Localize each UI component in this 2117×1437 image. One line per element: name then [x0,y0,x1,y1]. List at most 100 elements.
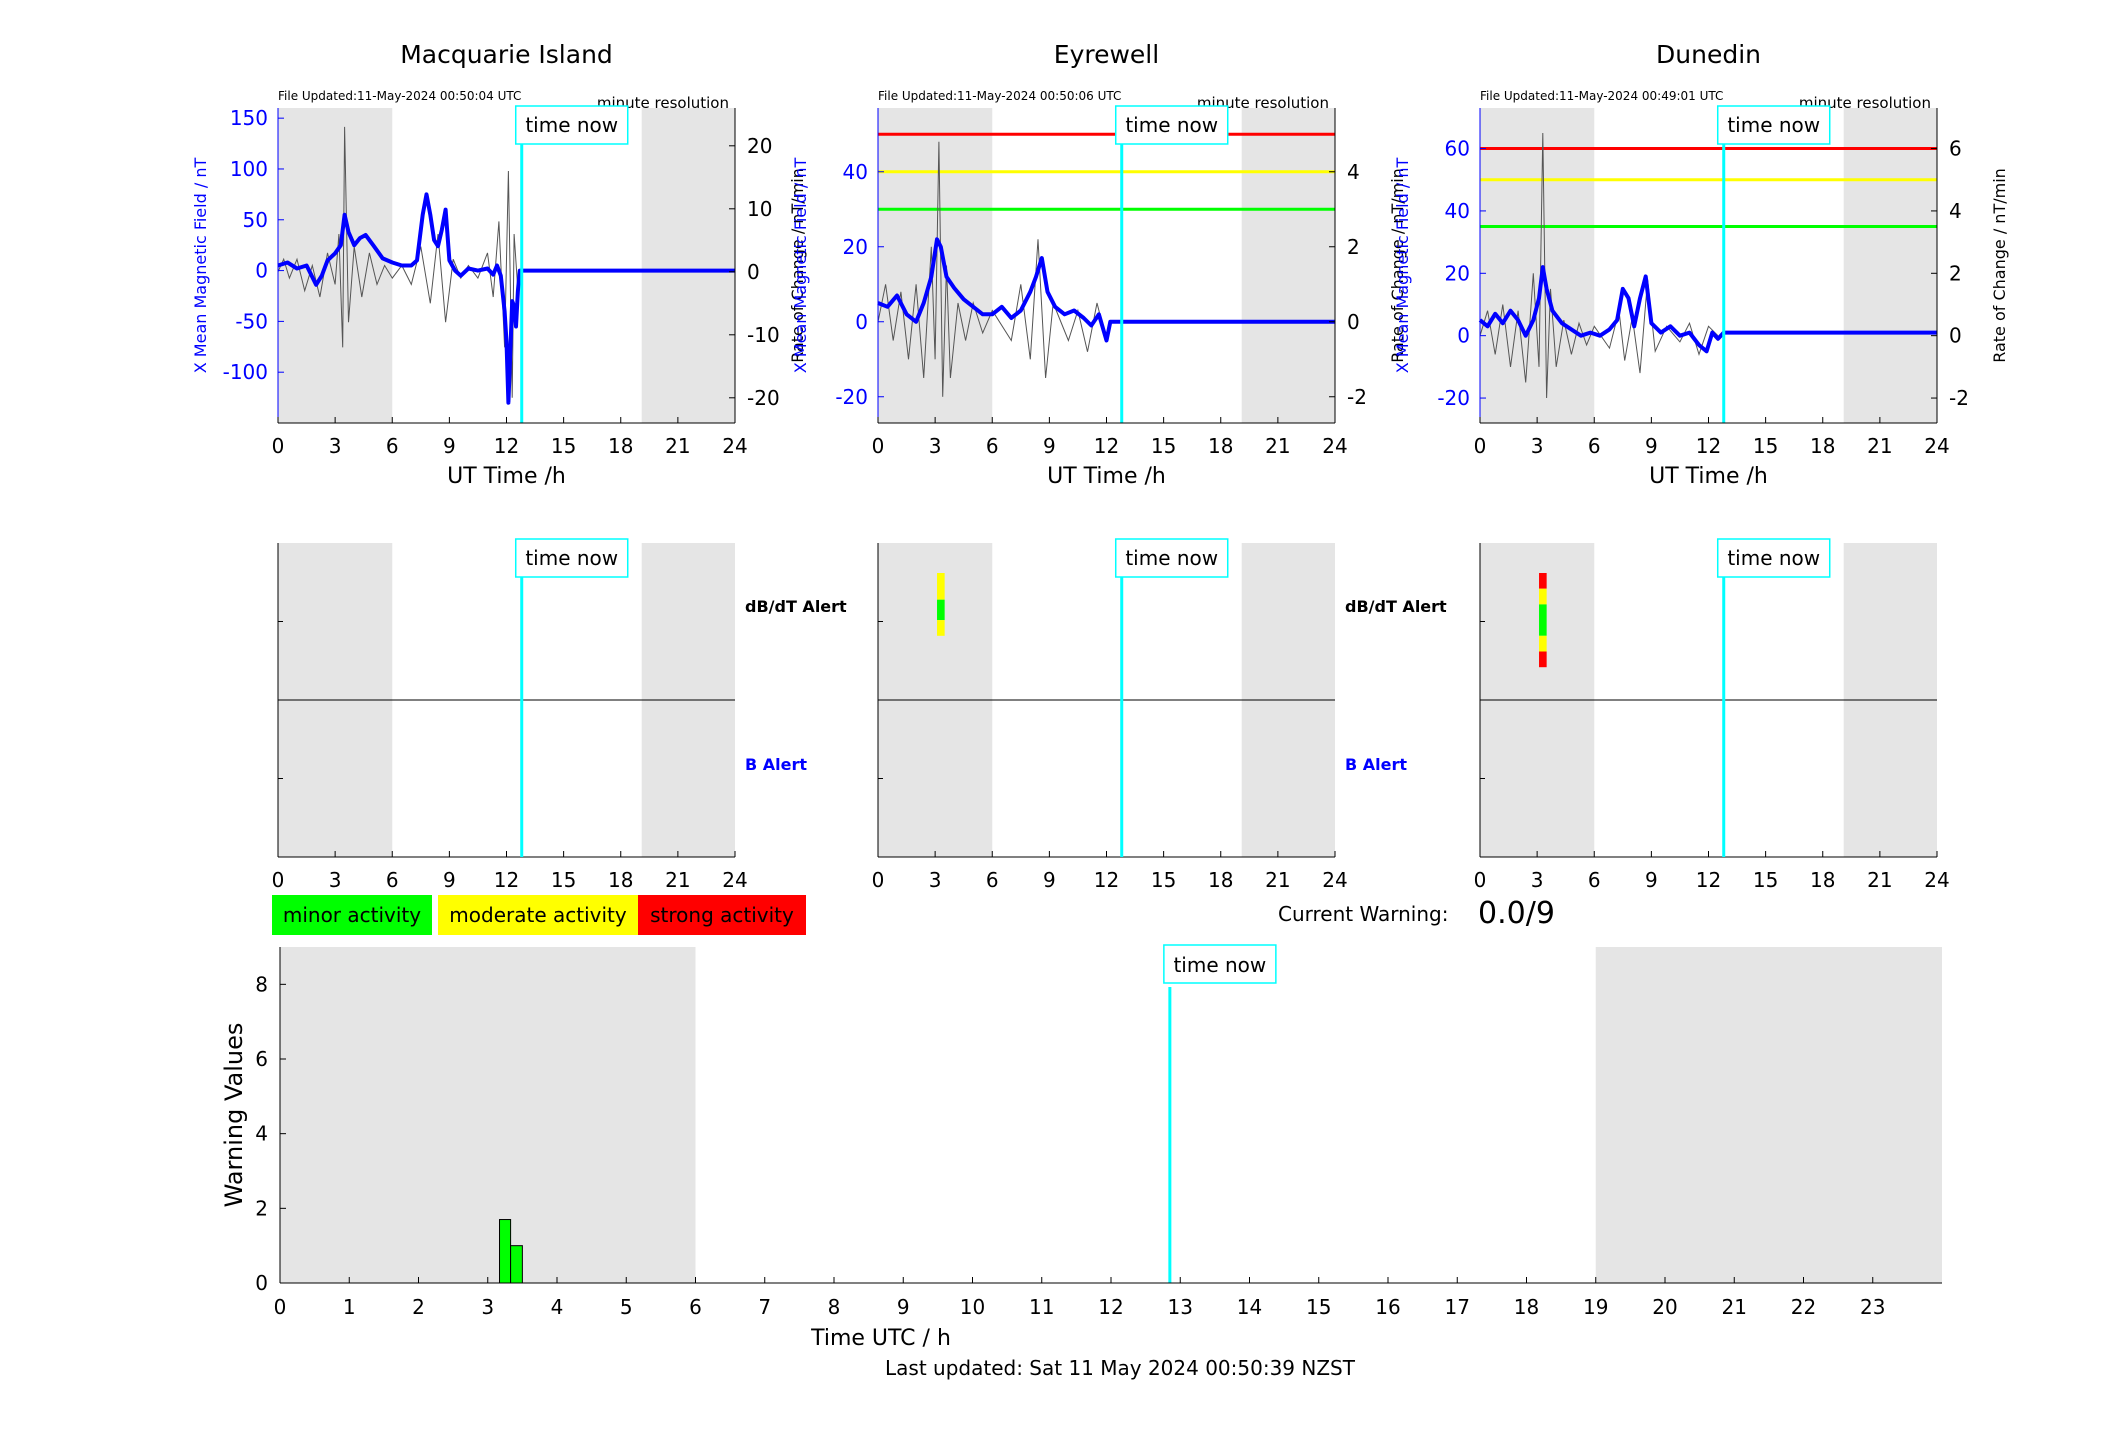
night-shade [641,108,735,423]
x-tick-label: 7 [758,1295,771,1319]
right-tick-label: -2 [1949,386,1969,410]
station-title: Eyrewell [1054,40,1159,69]
time-now-box [1716,538,1831,578]
x-tick-label: 3 [329,434,342,458]
x-tick-label: 15 [551,434,576,458]
station-panel: Dunedin File Updated:11-May-2024 00:49:01… [1393,40,2009,489]
x-tick-label: 9 [1645,434,1658,458]
right-tick-label: 0 [747,260,760,284]
left-axis-label: X Mean Magnetic Field / nT [191,158,210,374]
x-tick-label: 14 [1237,1295,1262,1319]
time-now-box [514,105,629,145]
activity-legend: minor activity moderate activity strong ac… [272,895,1555,935]
x-tick-label: 18 [1810,868,1835,892]
x-mean-field-series [1478,265,1937,354]
x-tick-label: 20 [1652,1295,1677,1319]
x-tick-label: 0 [1474,868,1487,892]
time-now-label: time now [1727,546,1820,570]
x-tick-label: 21 [1722,1295,1747,1319]
legend-moderate-label: moderate activity [449,903,627,927]
rate-of-change-series [277,126,521,398]
alert-bar-segment [1539,604,1547,636]
x-tick-label: 6 [1588,434,1601,458]
time-now-label: time now [525,113,618,137]
alert-bar-segment [937,620,945,636]
file-updated-text: File Updated:11-May-2024 00:50:04 UTC [278,89,521,103]
time-now-label: time now [1125,546,1218,570]
night-shade [1595,947,1942,1283]
left-tick-label: -20 [835,385,868,409]
night-shade [278,108,393,423]
x-tick-label: 0 [272,868,285,892]
x-tick-label: 15 [1151,868,1176,892]
b-alert-label: B Alert [745,755,807,774]
alert-panel: time now 0 3 6 9 12 15 18 21 24 dB/dT Alert B Alert [272,538,847,892]
x-tick-label: 3 [329,868,342,892]
db-dt-alert-label: dB/dT Alert [1345,597,1447,616]
x-tick-label: 5 [620,1295,633,1319]
rate-of-change-series [1479,132,1719,399]
x-tick-label: 18 [1514,1295,1539,1319]
x-mean-field-series [277,192,735,405]
left-tick-label: 40 [843,160,868,184]
x-tick-label: 23 [1860,1295,1885,1319]
alert-panels: time now 0 3 6 9 12 15 18 21 24 dB/dT Alert B Alert… [272,538,1950,892]
x-axis-label: UT Time /h [447,464,566,489]
alert-bar-segment [937,573,945,600]
station-title: Macquarie Island [400,40,613,69]
x-tick-label: 24 [1924,434,1949,458]
resolution-label: minute resolution [1799,94,1931,112]
file-updated-text: File Updated:11-May-2024 00:49:01 UTC [1480,89,1723,103]
left-tick-label: 50 [243,208,268,232]
right-axis-label: Rate of Change / nT/min [1388,168,1407,363]
x-tick-label: 19 [1583,1295,1608,1319]
x-tick-label: 21 [665,868,690,892]
left-tick-label: 0 [855,310,868,334]
x-tick-label: 21 [1265,868,1290,892]
right-tick-label: 2 [1949,261,1962,285]
y-tick-label: 2 [255,1196,268,1220]
x-tick-label: 8 [828,1295,841,1319]
right-tick-label: 2 [1347,235,1360,259]
alert-bar-segment [1539,573,1547,589]
x-tick-label: 2 [412,1295,425,1319]
time-now-box [1716,105,1831,145]
x-tick-label: 24 [1924,868,1949,892]
alert-bar-segment [937,599,945,621]
y-tick-label: 0 [255,1271,268,1295]
x-tick-label: 3 [929,434,942,458]
y-tick-label: 8 [255,972,268,996]
x-tick-label: 24 [722,868,747,892]
x-tick-label: 12 [1098,1295,1123,1319]
x-tick-label: 3 [929,868,942,892]
x-tick-label: 18 [1810,434,1835,458]
x-tick-label: 21 [1867,868,1892,892]
station-panels: Macquarie Island File Updated:11-May-2024… [191,40,2009,489]
left-tick-label: 40 [1445,199,1470,223]
right-tick-label: -2 [1347,385,1367,409]
x-tick-label: 12 [494,434,519,458]
right-tick-label: 10 [747,197,772,221]
left-tick-label: -100 [223,360,268,384]
x-tick-label: 21 [1867,434,1892,458]
right-tick-label: 0 [1949,324,1962,348]
y-tick-label: 4 [255,1122,268,1146]
x-tick-label: 18 [1208,868,1233,892]
x-tick-label: 9 [1645,868,1658,892]
x-tick-label: 12 [1094,434,1119,458]
x-tick-label: 9 [1043,868,1056,892]
station-panel: Macquarie Island File Updated:11-May-2024… [191,40,807,489]
x-tick-label: 11 [1029,1295,1054,1319]
right-tick-label: 4 [1949,199,1962,223]
left-tick-label: 0 [255,259,268,283]
x-tick-label: 0 [1474,434,1487,458]
night-shade [878,108,993,423]
x-tick-label: 24 [1322,434,1347,458]
time-now-label: time now [1727,113,1820,137]
x-tick-label: 15 [1753,434,1778,458]
x-tick-label: 0 [274,1295,287,1319]
left-tick-label: 20 [843,235,868,259]
x-tick-label: 3 [1531,868,1544,892]
legend-strong-swatch [638,895,806,935]
